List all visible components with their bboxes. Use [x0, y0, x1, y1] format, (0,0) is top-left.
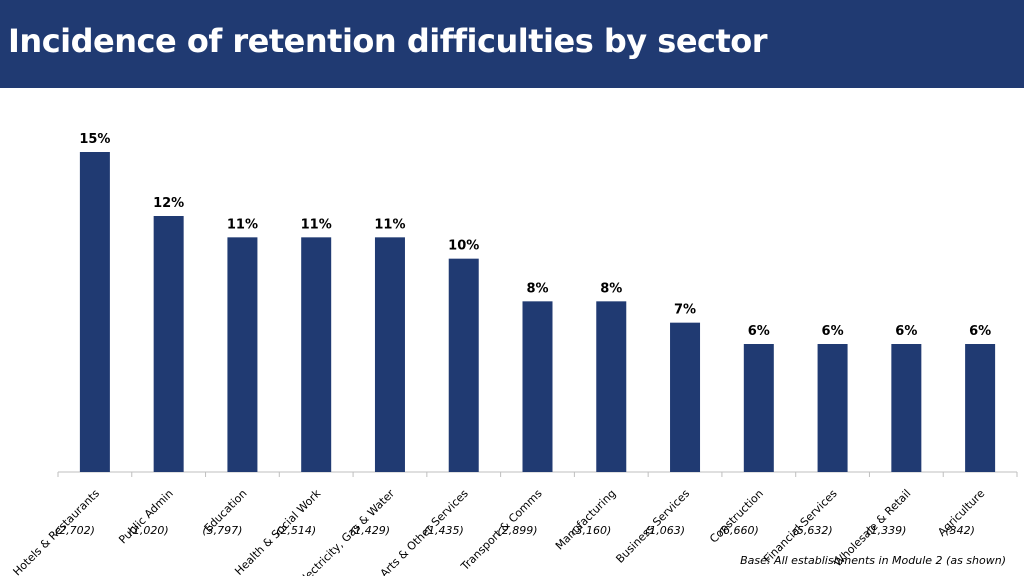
base-count-label: (1,429)	[350, 524, 390, 537]
bar	[670, 322, 701, 472]
data-label: 10%	[448, 239, 479, 254]
data-label: 7%	[674, 303, 696, 318]
bar	[153, 216, 184, 472]
bar	[817, 344, 848, 472]
base-count-label: (2,899)	[497, 524, 537, 537]
base-count-label: (3,160)	[571, 524, 611, 537]
data-label: 11%	[301, 217, 332, 232]
base-count-label: (1,063)	[645, 524, 685, 537]
base-count-label: (1,339)	[866, 524, 906, 537]
bar	[891, 344, 922, 472]
bar	[522, 301, 553, 472]
base-count-label: (342)	[945, 524, 975, 537]
bar-chart: 15%Hotels & Restaurants(2,702)12%Public …	[11, 132, 1018, 576]
base-count-label: (5,632)	[793, 524, 833, 537]
bar	[743, 344, 774, 472]
base-count-label: (1,020)	[129, 524, 169, 537]
data-label: 6%	[822, 324, 844, 339]
base-count-label: (2,514)	[276, 524, 316, 537]
bar	[596, 301, 627, 472]
data-label: 12%	[153, 196, 184, 211]
bar	[374, 237, 405, 472]
base-count-label: (3,797)	[202, 524, 242, 537]
base-footnote: Base: All establishments in Module 2 (as…	[740, 554, 1006, 567]
data-label: 8%	[526, 281, 548, 296]
bar	[227, 237, 258, 472]
base-count-label: (2,702)	[55, 524, 95, 537]
page-title: Incidence of retention difficulties by s…	[8, 22, 768, 60]
data-label: 15%	[79, 132, 110, 147]
base-count-label: (1,435)	[424, 524, 464, 537]
bar	[79, 152, 110, 472]
data-label: 6%	[748, 324, 770, 339]
base-count-label: (6,660)	[719, 524, 759, 537]
data-label: 11%	[374, 217, 405, 232]
title-banner: Incidence of retention difficulties by s…	[0, 0, 1024, 88]
data-label: 6%	[895, 324, 917, 339]
category-label: Public Admin	[116, 487, 175, 546]
data-label: 8%	[600, 281, 622, 296]
bar	[448, 258, 479, 472]
bar	[301, 237, 332, 472]
bar	[965, 344, 996, 472]
category-label: Manufacturing	[553, 487, 619, 553]
data-label: 11%	[227, 217, 258, 232]
data-label: 6%	[969, 324, 991, 339]
